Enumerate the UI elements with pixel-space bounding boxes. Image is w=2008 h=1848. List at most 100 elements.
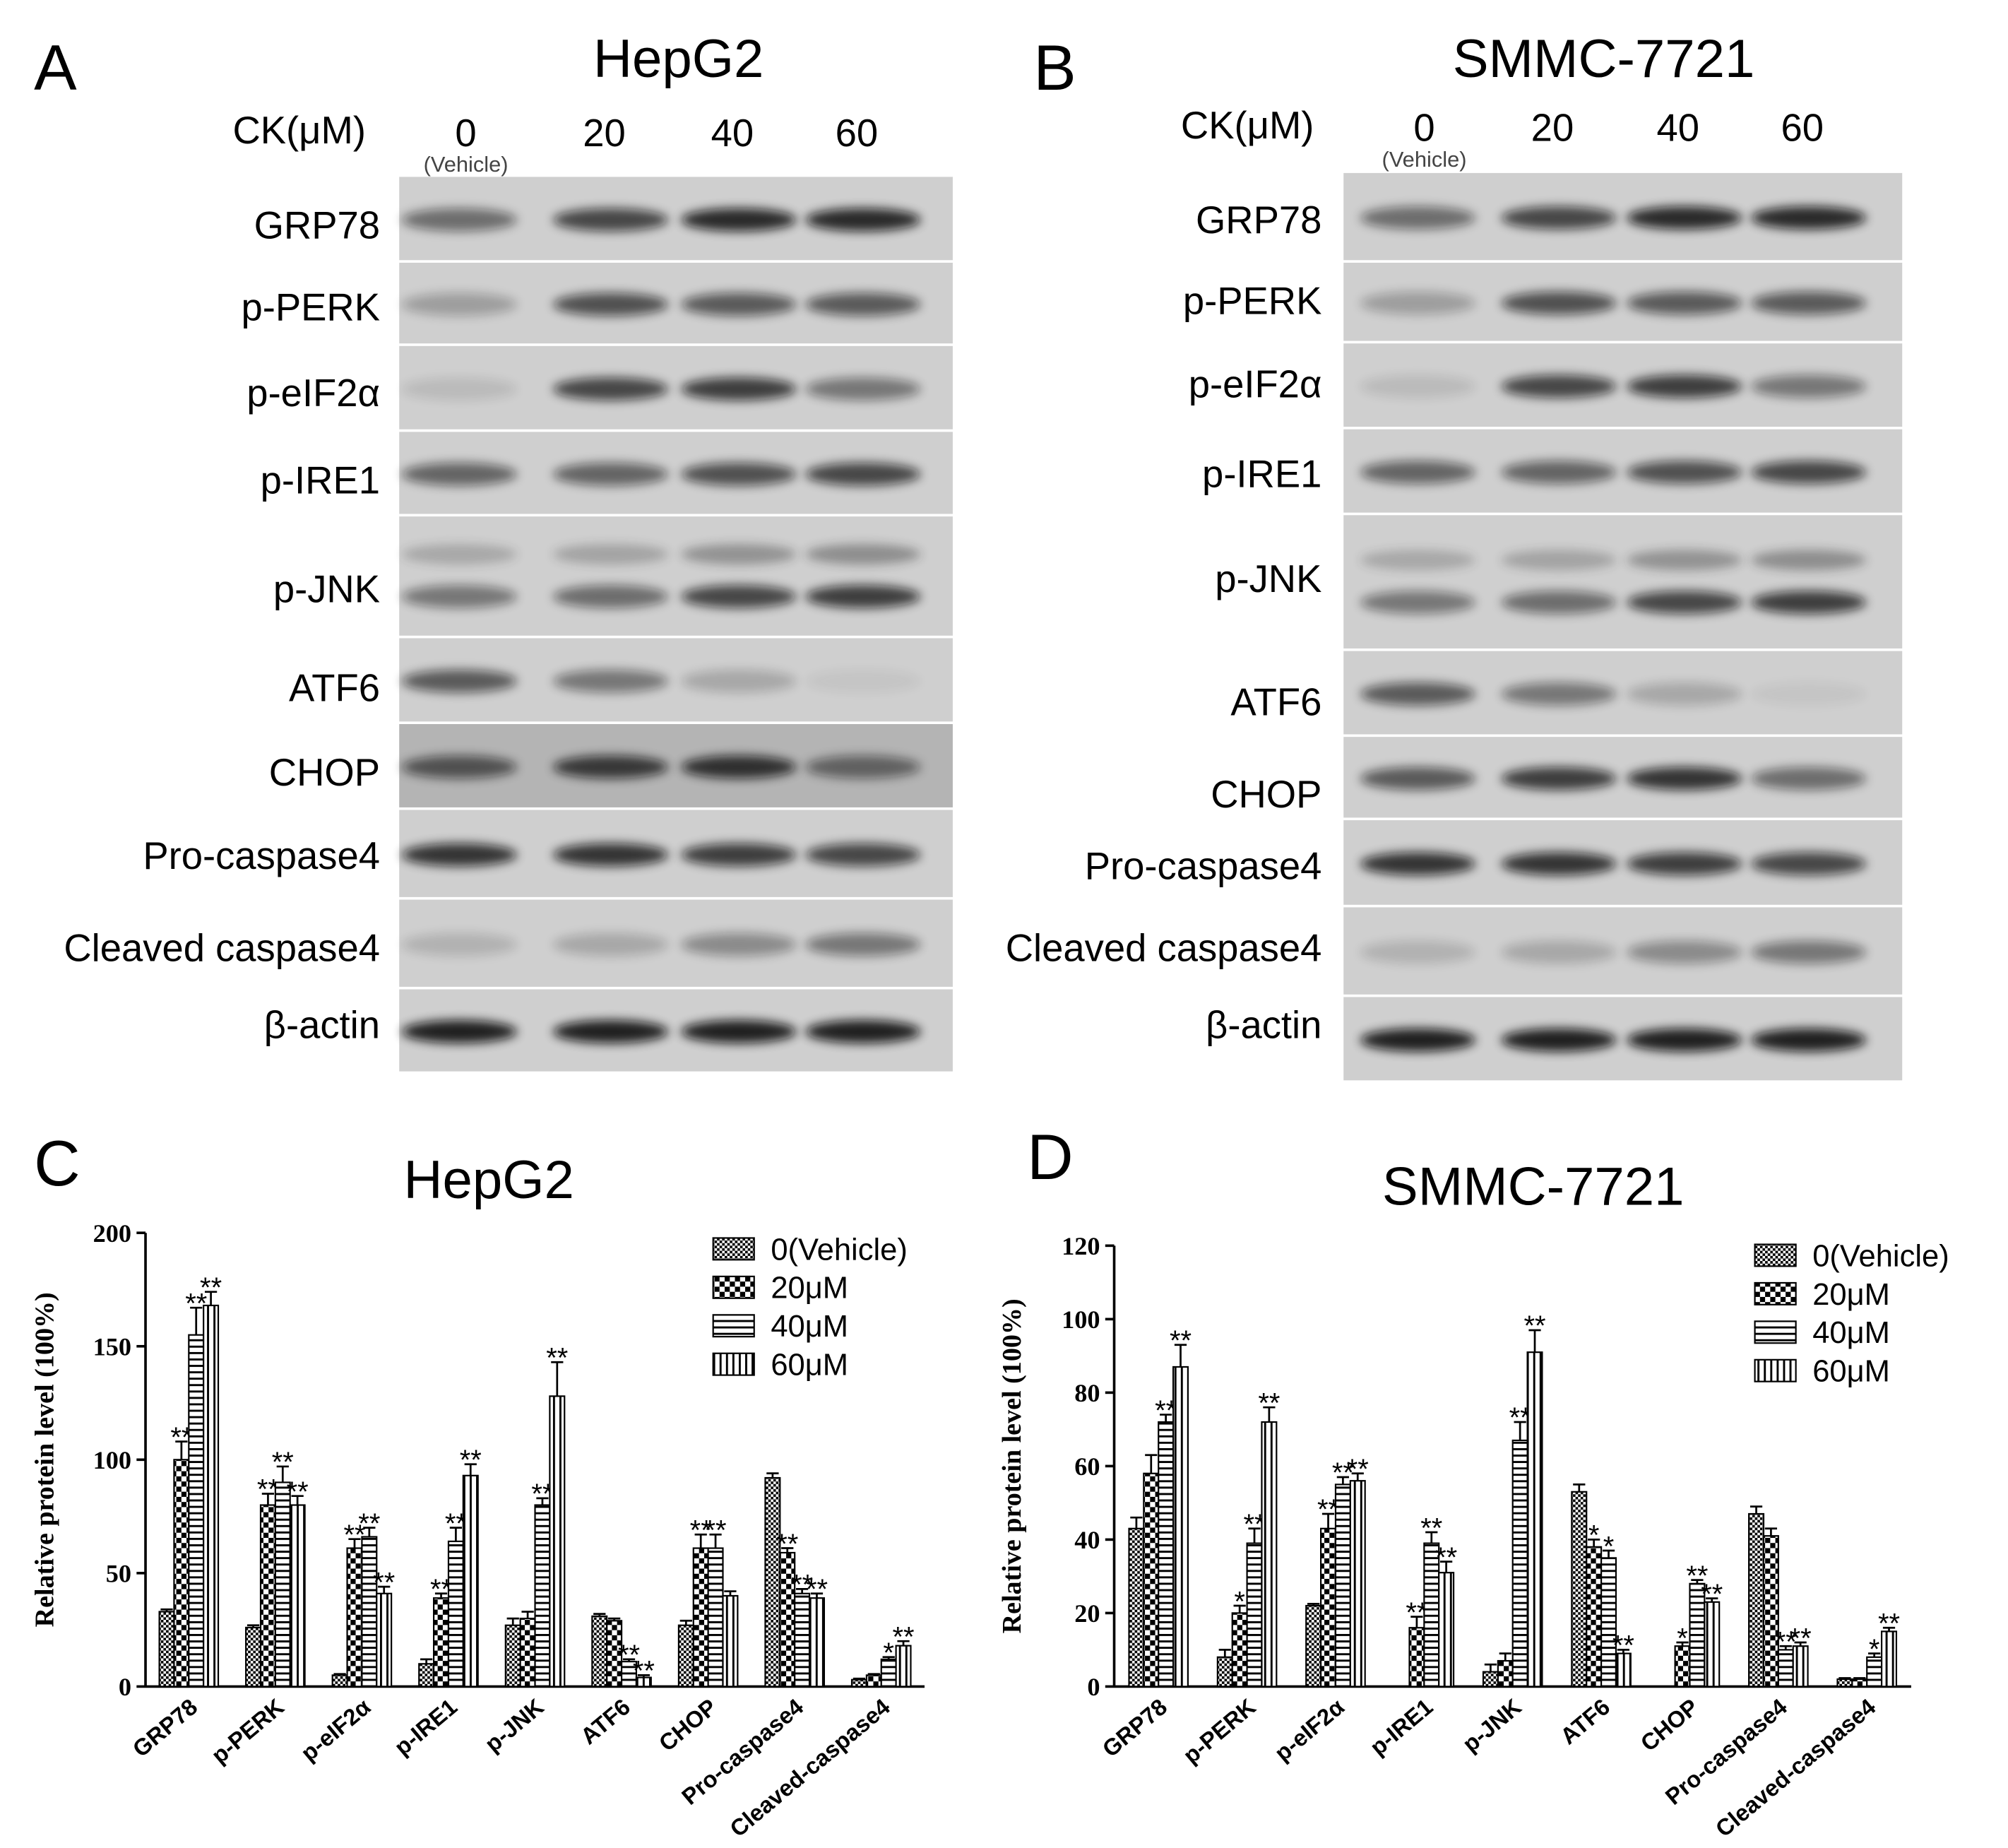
bar xyxy=(1143,1472,1160,1688)
bar xyxy=(808,1597,826,1688)
blot-band xyxy=(1751,206,1867,230)
legend-swatch xyxy=(1754,1320,1797,1344)
y-tick-label: 150 xyxy=(93,1332,131,1361)
error-bar xyxy=(1263,1406,1276,1422)
blot-band xyxy=(1360,682,1476,706)
blot-band xyxy=(805,462,921,486)
error-bar xyxy=(1882,1626,1896,1632)
bar xyxy=(1172,1366,1189,1688)
blot-band xyxy=(552,544,669,565)
blot-band xyxy=(1627,852,1742,876)
x-tick-label: p-JNK xyxy=(1457,1693,1526,1757)
significance: ** xyxy=(791,1570,813,1601)
error-bar xyxy=(276,1465,289,1483)
blot-band xyxy=(552,755,669,779)
bar xyxy=(1320,1527,1337,1688)
bar xyxy=(274,1481,291,1688)
bar xyxy=(433,1597,450,1688)
blot-band xyxy=(1360,291,1476,315)
blot-band xyxy=(401,932,518,956)
legend-label: 60μM xyxy=(1812,1355,1890,1389)
blot-band xyxy=(1360,852,1476,876)
significance: ** xyxy=(272,1447,294,1478)
bar xyxy=(1482,1671,1499,1688)
bar xyxy=(203,1304,220,1688)
blot-band xyxy=(681,377,797,401)
bar xyxy=(1158,1421,1175,1688)
blot-band xyxy=(1751,374,1867,398)
panel-letter: B xyxy=(1033,32,1076,104)
blot-band xyxy=(805,843,921,867)
protein-label: CHOP xyxy=(1211,773,1321,816)
bar xyxy=(591,1615,608,1688)
blot-band xyxy=(1751,940,1867,964)
error-bar xyxy=(175,1440,188,1460)
blot-band xyxy=(1751,291,1867,315)
blot-band xyxy=(681,843,797,867)
error-bar xyxy=(363,1527,376,1537)
protein-label: p-eIF2α xyxy=(246,372,380,415)
error-bar xyxy=(1853,1677,1866,1680)
error-bar xyxy=(781,1547,794,1553)
bar xyxy=(1334,1483,1351,1688)
legend-swatch xyxy=(712,1275,755,1299)
error-bar xyxy=(709,1533,722,1548)
error-bar xyxy=(1351,1472,1364,1481)
error-bar xyxy=(1218,1649,1231,1657)
x-tick-label: CHOP xyxy=(1635,1693,1703,1756)
protein-label: p-IRE1 xyxy=(1202,452,1321,495)
y-tick-label: 60 xyxy=(1074,1452,1100,1481)
significance: ** xyxy=(1258,1387,1280,1418)
protein-label: Pro-caspase4 xyxy=(143,834,380,877)
error-bar xyxy=(551,1361,564,1397)
error-bar xyxy=(348,1538,361,1548)
bar xyxy=(1246,1542,1263,1688)
bar xyxy=(376,1592,393,1688)
error-bar xyxy=(1868,1652,1881,1657)
bar xyxy=(289,1504,306,1688)
panel-letter: D xyxy=(1027,1122,1073,1193)
vehicle-label: (Vehicle) xyxy=(1382,147,1467,172)
blot-band xyxy=(1501,940,1617,964)
blot-band xyxy=(1501,291,1617,315)
error-bar xyxy=(190,1306,203,1335)
significance: ** xyxy=(1612,1630,1634,1662)
error-bar xyxy=(1588,1539,1600,1547)
blot-band xyxy=(552,292,669,316)
blot-band xyxy=(681,755,797,779)
legend-label: 40μM xyxy=(1812,1316,1890,1350)
y-tick-label: 20 xyxy=(1074,1599,1100,1628)
significance: ** xyxy=(633,1656,655,1687)
bar xyxy=(850,1678,867,1688)
legend-label: 0(Vehicle) xyxy=(771,1233,908,1267)
bar xyxy=(692,1547,709,1688)
blot-band xyxy=(1501,206,1617,230)
bar xyxy=(895,1645,912,1688)
error-bar xyxy=(1248,1527,1261,1544)
protein-label: p-eIF2α xyxy=(1189,362,1322,405)
blot-band xyxy=(1751,1028,1867,1052)
bar xyxy=(1836,1678,1853,1688)
blot-band xyxy=(1501,591,1617,614)
significance: ** xyxy=(776,1529,798,1560)
error-bar xyxy=(1838,1677,1851,1680)
protein-label: p-JNK xyxy=(1215,557,1321,600)
error-bar xyxy=(160,1608,173,1612)
bar xyxy=(462,1474,479,1688)
blot-band xyxy=(401,292,518,316)
blot-band xyxy=(1627,374,1742,398)
error-bar xyxy=(593,1613,606,1616)
bar xyxy=(418,1663,435,1688)
error-bar xyxy=(637,1674,650,1678)
bar xyxy=(1881,1630,1898,1688)
dose: 20 xyxy=(583,112,626,155)
blot-band xyxy=(805,544,921,565)
bar xyxy=(1526,1351,1543,1688)
protein-label: Pro-caspase4 xyxy=(1085,845,1322,888)
x-tick-label: GRP78 xyxy=(128,1693,203,1762)
error-bar xyxy=(1794,1641,1807,1647)
error-bar xyxy=(694,1533,707,1548)
blot-band xyxy=(401,843,518,867)
